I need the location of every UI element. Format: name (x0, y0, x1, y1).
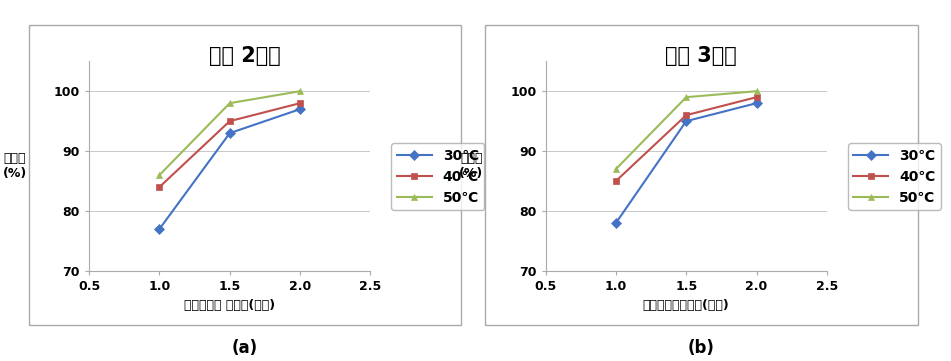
30℃ (751, 101, 763, 105)
Y-axis label: 회수율
(%): 회수율 (%) (459, 152, 483, 180)
50℃ (611, 167, 622, 171)
40℃ (224, 119, 236, 123)
30℃ (681, 119, 692, 123)
50℃ (295, 89, 306, 93)
Line: 40℃: 40℃ (156, 100, 303, 191)
Text: 반응 3시간: 반응 3시간 (666, 46, 737, 66)
Line: 30℃: 30℃ (156, 106, 303, 232)
Text: 반응 2시간: 반응 2시간 (209, 46, 281, 66)
40℃ (681, 113, 692, 117)
40℃ (611, 179, 622, 183)
40℃ (154, 185, 165, 189)
50℃ (154, 173, 165, 177)
Text: (b): (b) (688, 339, 715, 357)
Line: 50℃: 50℃ (156, 88, 303, 179)
40℃ (295, 101, 306, 105)
X-axis label: 황산나트륨 쳊가량(당량): 황산나트륨 쳊가량(당량) (184, 299, 275, 312)
Line: 30℃: 30℃ (612, 100, 760, 226)
50℃ (681, 95, 692, 99)
Legend: 30℃, 40℃, 50℃: 30℃, 40℃, 50℃ (848, 143, 941, 210)
30℃ (295, 107, 306, 111)
Legend: 30℃, 40℃, 50℃: 30℃, 40℃, 50℃ (392, 143, 484, 210)
Line: 50℃: 50℃ (612, 88, 760, 173)
X-axis label: 황산나트륨쳊가량(당량): 황산나트륨쳊가량(당량) (643, 299, 729, 312)
30℃ (224, 131, 236, 135)
50℃ (224, 101, 236, 105)
Y-axis label: 회수율
(%): 회수율 (%) (3, 152, 27, 180)
Line: 40℃: 40℃ (612, 94, 760, 184)
Text: (a): (a) (232, 339, 258, 357)
30℃ (611, 221, 622, 225)
40℃ (751, 95, 763, 99)
50℃ (751, 89, 763, 93)
30℃ (154, 227, 165, 231)
